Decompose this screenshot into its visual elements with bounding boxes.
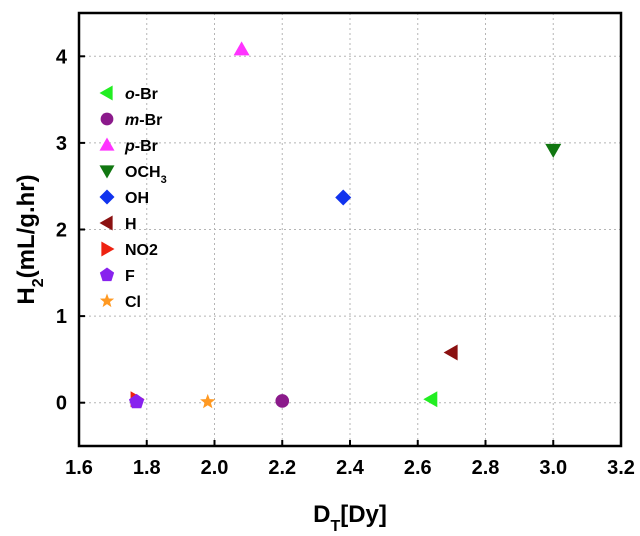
legend-marker-o-br — [99, 85, 113, 101]
y-tick-label: 3 — [56, 133, 67, 155]
y-tick-label: 0 — [56, 393, 67, 415]
x-axis-title: DT[Dy] — [313, 501, 387, 531]
legend-marker-p-br — [99, 137, 115, 151]
x-tick-label: 2.2 — [268, 457, 296, 479]
y-tick-label: 4 — [56, 46, 68, 68]
data-point-oh — [335, 189, 352, 206]
legend-label-no2: NO2 — [125, 242, 158, 259]
x-tick-label: 2.0 — [201, 457, 229, 479]
x-tick-label: 2.6 — [404, 457, 432, 479]
legend-marker-oh — [99, 189, 115, 205]
y-tick-label: 2 — [56, 220, 67, 242]
legend-label-o-br: o-Br — [125, 86, 158, 103]
legend-label-p-br: p-Br — [124, 138, 158, 155]
data-point-cl — [200, 393, 216, 409]
x-tick-label: 3.0 — [539, 457, 567, 479]
x-tick-label: 1.6 — [65, 457, 93, 479]
legend-marker-h — [99, 215, 113, 231]
x-tick-label: 3.2 — [607, 457, 635, 479]
data-point-m-br — [275, 394, 290, 408]
legend-label-f: F — [125, 268, 135, 285]
data-point-p-br — [233, 41, 250, 56]
legend-marker-m-br — [100, 112, 114, 126]
y-axis-title: H2(mL/g.hr) — [13, 174, 47, 304]
data-point-o-br — [423, 391, 438, 408]
legend-label-oh: OH — [125, 190, 149, 207]
legend-marker-och3 — [99, 165, 115, 179]
legend-marker-no2 — [101, 241, 115, 257]
legend-marker-f — [99, 267, 115, 282]
y-tick-label: 1 — [56, 306, 67, 328]
data-point-f — [128, 393, 145, 409]
x-tick-label: 2.8 — [472, 457, 500, 479]
legend-label-och3: OCH3 — [125, 164, 167, 186]
legend-marker-cl — [99, 293, 115, 308]
x-tick-label: 2.4 — [336, 457, 365, 479]
legend-label-cl: Cl — [125, 294, 141, 311]
legend-label-m-br: m-Br — [125, 112, 162, 129]
x-tick-label: 1.8 — [133, 457, 161, 479]
legend-label-h: H — [125, 216, 137, 233]
data-point-och3 — [545, 143, 562, 158]
data-point-h — [443, 344, 458, 361]
